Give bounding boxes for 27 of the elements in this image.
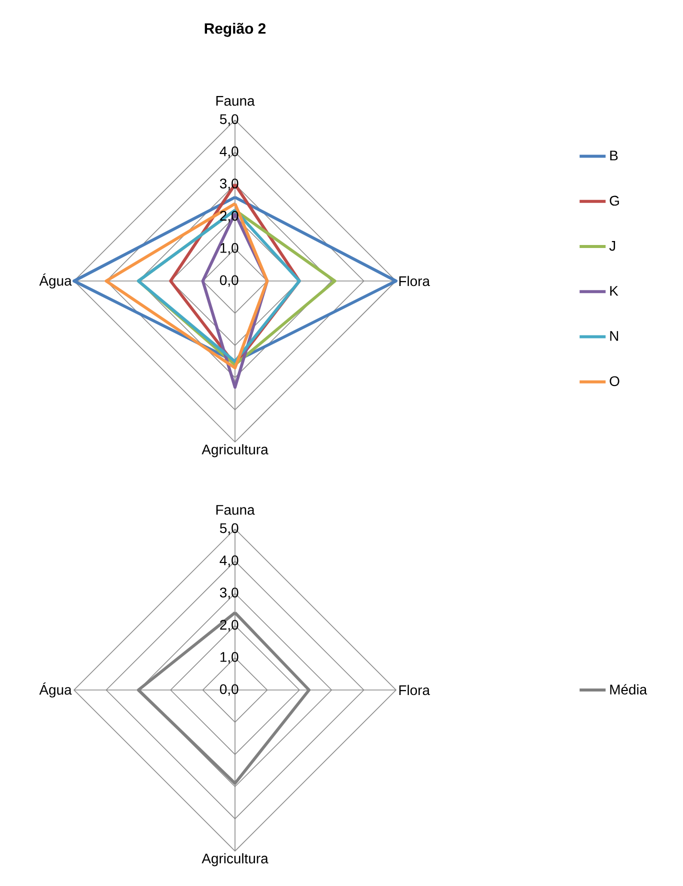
legend-label: O — [610, 376, 620, 386]
spoke-label: Flora — [399, 684, 430, 696]
spoke-label: Flora — [399, 276, 430, 286]
spoke-label: Agricultura — [202, 444, 268, 458]
y-tick-label: 1,0 — [220, 652, 238, 664]
legend-label: B — [610, 150, 618, 160]
legend-label: J — [609, 241, 616, 251]
spoke-label: Agricultura — [202, 853, 268, 866]
legend-label: K — [610, 286, 618, 296]
y-tick-label: 2,0 — [220, 620, 238, 632]
y-tick-label: 5,0 — [220, 114, 238, 126]
y-tick-label: 0,0 — [220, 275, 238, 287]
spoke-label: Água — [39, 682, 72, 698]
spoke-label: Fauna — [216, 96, 255, 106]
y-tick-label: 3,0 — [220, 178, 238, 190]
legend-label: N — [610, 331, 618, 341]
y-tick-label: 5,0 — [220, 523, 238, 535]
y-tick-label: 1,0 — [220, 243, 238, 255]
y-tick-label: 4,0 — [220, 146, 238, 158]
y-tick-label: 0,0 — [220, 684, 238, 696]
y-tick-label: 4,0 — [220, 555, 238, 567]
legend-label: G — [610, 196, 619, 206]
legend-label: Média — [610, 684, 648, 695]
spoke-label: Fauna — [216, 505, 255, 515]
chart-title: Região 2 — [204, 22, 266, 37]
spoke-label: Água — [39, 274, 72, 288]
y-tick-label: 3,0 — [220, 588, 238, 600]
